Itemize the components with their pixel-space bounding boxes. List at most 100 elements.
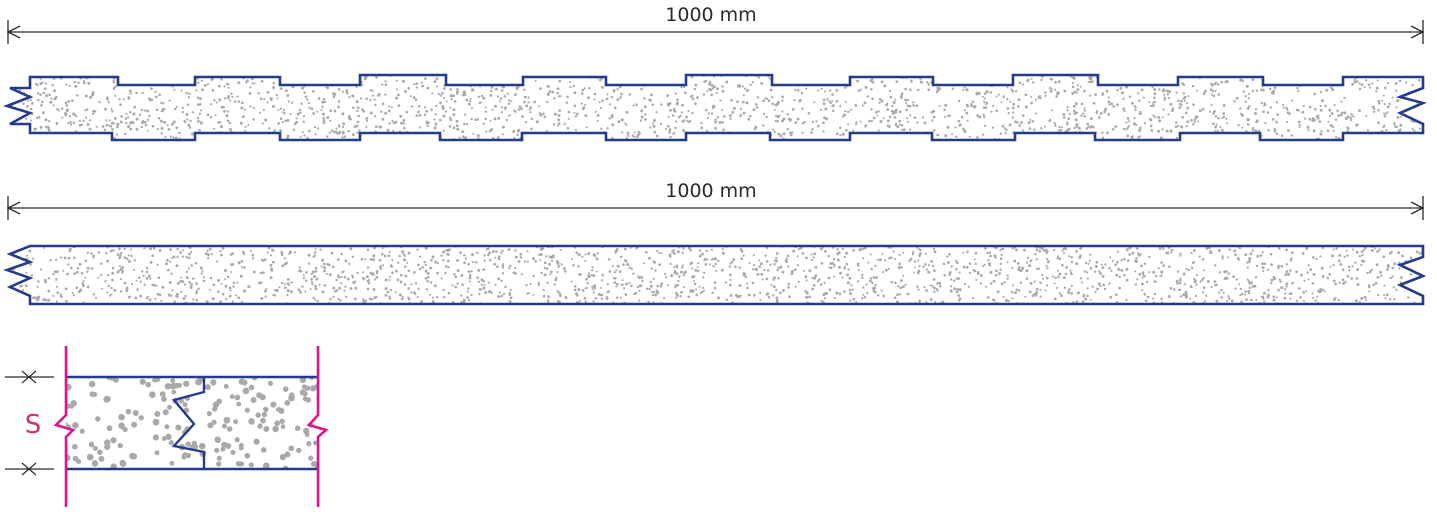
insulation-dot (1290, 292, 1293, 295)
insulation-dot (914, 260, 916, 262)
insulation-dot (1286, 121, 1288, 123)
insulation-dot (1019, 82, 1022, 85)
insulation-dot (1260, 254, 1263, 257)
insulation-dot (470, 294, 472, 296)
insulation-dot (361, 258, 364, 261)
insulation-dot (738, 284, 740, 286)
insulation-dot (147, 130, 149, 132)
insulation-dot (839, 126, 842, 129)
insulation-dot (1031, 78, 1033, 80)
insulation-dot (1077, 140, 1079, 142)
insulation-dot (117, 271, 120, 274)
insulation-dot (826, 98, 828, 100)
insulation-dot (613, 89, 616, 92)
insulation-dot (1430, 279, 1433, 282)
insulation-dot (1255, 276, 1257, 278)
insulation-dot (682, 264, 684, 266)
insulation-dot (199, 103, 201, 105)
insulation-dot (129, 453, 135, 459)
insulation-dot (1120, 79, 1122, 81)
insulation-dot (376, 125, 378, 127)
insulation-dot (335, 74, 338, 77)
insulation-dot (564, 123, 566, 125)
insulation-dot (183, 297, 186, 300)
insulation-dot (729, 274, 732, 277)
insulation-dot (1195, 279, 1197, 281)
insulation-dot (601, 86, 604, 89)
insulation-dot (214, 448, 219, 453)
insulation-dot (1062, 113, 1065, 116)
insulation-dot (101, 288, 103, 290)
insulation-dot (153, 284, 156, 287)
insulation-dot (253, 439, 259, 445)
insulation-dot (276, 94, 278, 96)
insulation-dot (97, 277, 99, 279)
insulation-dot (1101, 264, 1103, 266)
insulation-dot (107, 285, 110, 288)
insulation-dot (868, 120, 871, 123)
insulation-dot (1395, 289, 1397, 291)
insulation-dot (621, 283, 624, 286)
insulation-dot (953, 287, 956, 290)
insulation-dot (426, 280, 429, 283)
insulation-dot (478, 96, 480, 98)
insulation-dot (1318, 73, 1320, 75)
insulation-dot (700, 71, 702, 73)
insulation-dot (1298, 120, 1301, 123)
insulation-dot (614, 277, 617, 280)
insulation-dot (188, 281, 191, 284)
insulation-dot (950, 290, 953, 293)
insulation-dot (308, 102, 310, 104)
insulation-dot (1173, 288, 1176, 291)
insulation-dot (517, 129, 520, 132)
insulation-dot (356, 76, 358, 78)
insulation-dot (858, 89, 861, 92)
insulation-dot (167, 124, 169, 126)
insulation-dot (787, 266, 789, 268)
insulation-dot (1218, 249, 1221, 252)
insulation-dot (978, 72, 981, 75)
insulation-dot (1429, 108, 1431, 110)
insulation-dot (429, 294, 431, 296)
insulation-dot (1399, 124, 1402, 127)
insulation-dot (387, 129, 390, 132)
insulation-dot (870, 108, 872, 110)
insulation-dot (918, 254, 921, 257)
insulation-dot (40, 73, 42, 75)
insulation-dot (410, 283, 412, 285)
insulation-dot (52, 273, 54, 275)
insulation-dot (462, 91, 465, 94)
insulation-dot (694, 283, 696, 285)
insulation-dot (1127, 117, 1130, 120)
insulation-dot (210, 116, 212, 118)
insulation-dot (56, 301, 58, 303)
insulation-dot (432, 256, 435, 259)
insulation-dot (1386, 293, 1389, 296)
insulation-dot (153, 419, 160, 426)
insulation-dot (852, 289, 854, 291)
insulation-dot (1400, 139, 1403, 142)
insulation-dot (1090, 117, 1093, 120)
insulation-dot (311, 283, 313, 285)
insulation-dot (277, 109, 279, 111)
insulation-dot (463, 123, 466, 126)
insulation-dot (813, 253, 816, 256)
insulation-dot (1281, 134, 1284, 137)
insulation-dot (403, 122, 405, 124)
insulation-dot (1338, 254, 1341, 257)
insulation-dot (660, 103, 662, 105)
insulation-dot (847, 123, 849, 125)
insulation-dot (365, 126, 367, 128)
insulation-dot (1011, 116, 1013, 118)
insulation-dot (549, 255, 551, 257)
insulation-dot (739, 114, 742, 117)
insulation-dot (909, 71, 912, 74)
insulation-dot (1011, 267, 1013, 269)
insulation-dot (600, 287, 602, 289)
insulation-dot (242, 251, 245, 254)
insulation-dot (1028, 121, 1031, 124)
insulation-dot (1012, 103, 1015, 106)
insulation-dot (86, 271, 88, 273)
insulation-dot (212, 297, 215, 300)
insulation-dot (609, 117, 611, 119)
